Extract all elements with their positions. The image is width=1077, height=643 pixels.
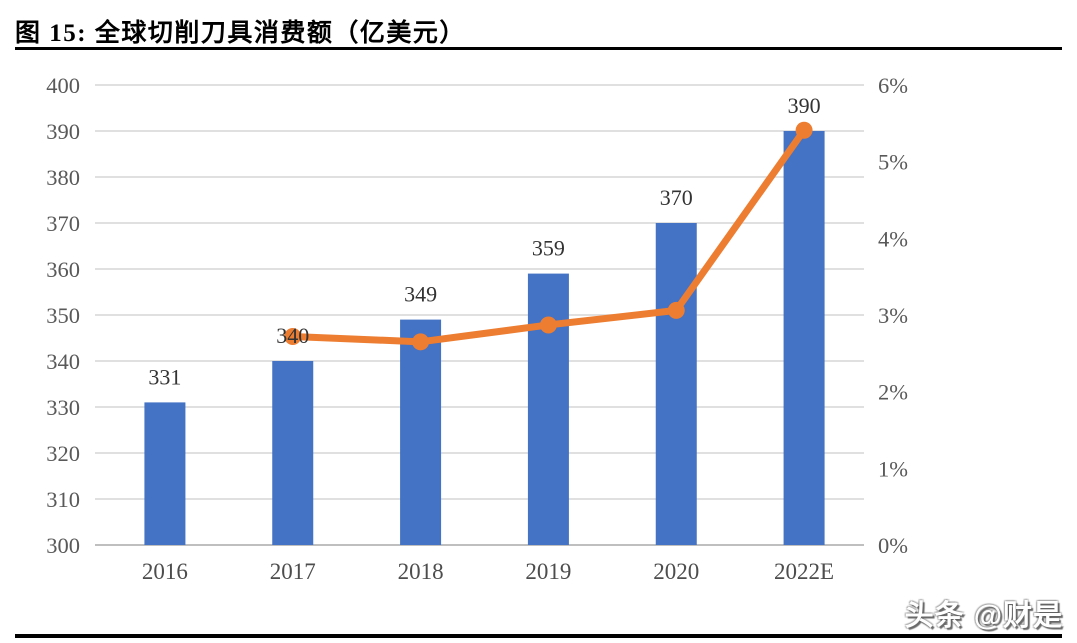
right-axis-tick: 5% xyxy=(878,150,908,175)
bar xyxy=(783,131,825,545)
left-axis-tick: 390 xyxy=(46,119,80,144)
left-axis-tick: 330 xyxy=(46,395,80,420)
x-axis-label: 2018 xyxy=(398,559,444,584)
bar-data-label: 359 xyxy=(532,236,565,261)
bar-data-label: 390 xyxy=(788,93,821,118)
line-marker xyxy=(539,316,557,334)
right-axis-tick: 4% xyxy=(878,226,908,251)
title-divider xyxy=(15,47,1062,50)
right-axis-tick: 6% xyxy=(878,73,908,98)
right-axis-tick: 0% xyxy=(878,533,908,558)
left-axis-tick: 370 xyxy=(46,211,80,236)
line-marker xyxy=(667,301,685,319)
line-marker xyxy=(412,333,430,351)
right-axis-tick: 1% xyxy=(878,456,908,481)
consumption-chart: 300 310 320 330 340 350 360 370 380 390 400 0% 1% 2% 3… xyxy=(46,73,908,584)
left-axis-tick: 360 xyxy=(46,257,80,282)
bar xyxy=(400,319,442,545)
left-axis-tick: 400 xyxy=(46,73,80,98)
left-axis-tick: 300 xyxy=(46,533,80,558)
figure-title: 图 15: 全球切削刀具消费额（亿美元） xyxy=(15,20,466,47)
bottom-divider xyxy=(15,634,1062,638)
bar-data-label: 340 xyxy=(276,323,309,348)
line-marker xyxy=(795,121,813,139)
x-axis-label: 2019 xyxy=(525,559,571,584)
bar xyxy=(272,361,314,545)
right-axis-tick: 3% xyxy=(878,303,908,328)
bar-data-label: 349 xyxy=(404,282,437,307)
bar xyxy=(144,402,186,545)
bar-data-label: 370 xyxy=(660,185,693,210)
left-axis-tick: 310 xyxy=(46,487,80,512)
left-axis-tick: 340 xyxy=(46,349,80,374)
x-axis-label: 2016 xyxy=(142,559,188,584)
watermark: 头条 @财是 xyxy=(904,600,1063,632)
x-axis-label: 2017 xyxy=(270,559,316,584)
bar-data-label: 331 xyxy=(148,364,181,389)
right-axis-tick: 2% xyxy=(878,380,908,405)
bar xyxy=(527,273,569,545)
bar xyxy=(655,223,697,545)
x-axis-label: 2020 xyxy=(653,559,699,584)
line-marker xyxy=(284,327,302,345)
left-axis-tick: 350 xyxy=(46,303,80,328)
x-axis-label: 2022E xyxy=(774,559,834,584)
left-axis-tick: 320 xyxy=(46,441,80,466)
left-axis-tick: 380 xyxy=(46,165,80,190)
